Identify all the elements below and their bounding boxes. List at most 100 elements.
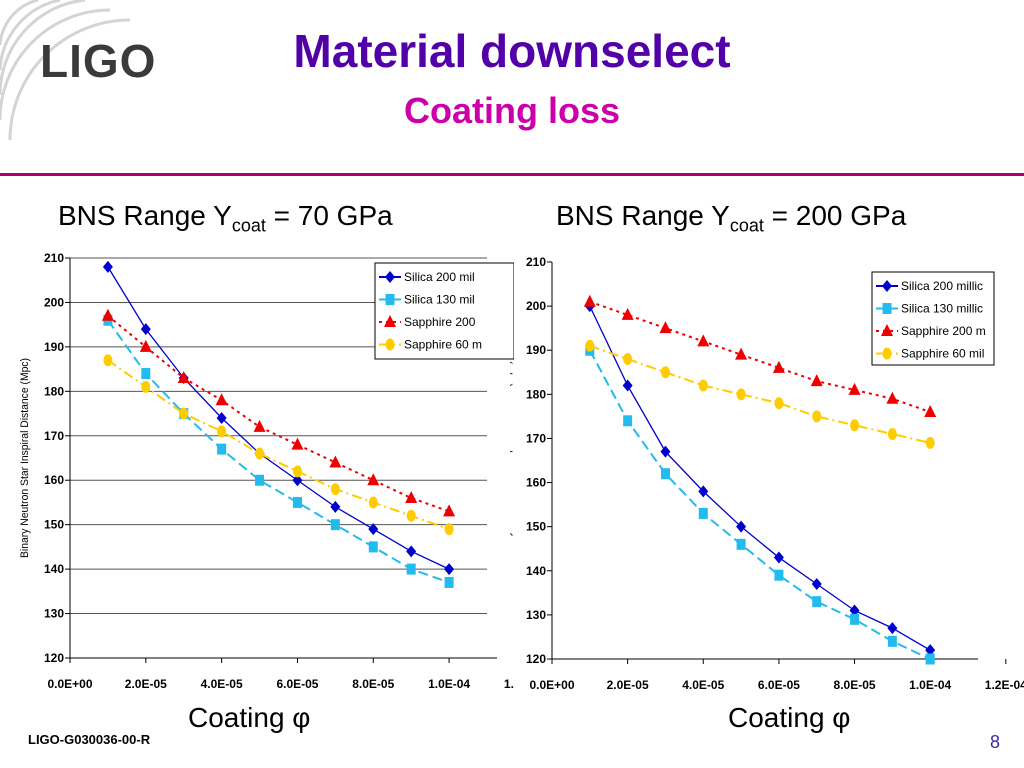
chart-right-series-line (589, 344, 931, 444)
chart-right-y-tick-label: 190 (526, 343, 546, 357)
chart-left-data-point (406, 545, 417, 558)
chart-right-y-tick-label: 200 (526, 299, 546, 313)
title-divider (0, 173, 1024, 176)
chart-right-series-3 (583, 294, 937, 417)
chart-right-legend-marker (882, 280, 892, 292)
chart-left-heading-sub: coat (231, 215, 266, 236)
chart-right-data-point (925, 653, 935, 665)
chart-left-data-point (367, 473, 380, 486)
chart-right-data-point (660, 366, 670, 379)
chart-left: 120 130 140 150 160 170 180 190 200 210 0.0E+00 2.0… (19, 251, 514, 691)
chart-right-data-point (887, 635, 897, 647)
chart-right-data-point (887, 428, 897, 441)
chart-left-data-point (217, 443, 227, 455)
page-subtitle: Coating loss (403, 90, 621, 131)
chart-left-data-point (330, 483, 340, 496)
chart-left-series-4 (103, 354, 454, 536)
chart-left-data-point (253, 419, 266, 432)
chart-left-data-point (215, 393, 228, 406)
chart-right-data-point (772, 360, 785, 373)
chart-left-y-axis-title: Binary Neutron Star Inspiral Distance (M… (19, 358, 31, 558)
chart-right-heading: BNS Range Ycoat = 200 GPa (556, 200, 906, 237)
chart-left-heading-prefix: BNS Range Y (58, 200, 232, 231)
chart-left-series-line (107, 319, 450, 584)
chart-right-x-tick-label: 2.0E-05 (607, 678, 649, 692)
chart-left-data-point (139, 339, 152, 352)
chart-left-y-tick-label: 200 (44, 295, 64, 309)
chart-right-legend-label: Silica 130 millic (901, 302, 983, 316)
chart-left-data-point (255, 447, 265, 460)
chart-right-data-point (698, 379, 708, 392)
chart-right-data-point (736, 538, 746, 550)
chart-left-data-point (101, 308, 114, 321)
chart-right-data-point (698, 485, 709, 498)
chart-left-data-point (406, 563, 416, 575)
chart-right-y-tick-label: 180 (526, 387, 546, 401)
chart-left-data-point (103, 354, 113, 367)
chart-left-data-point (368, 541, 378, 553)
chart-left-data-point (217, 425, 227, 438)
chart-right-data-point (774, 397, 784, 410)
chart-left-data-point (329, 455, 342, 468)
chart-right-y-tick-label: 210 (526, 255, 546, 269)
chart-right-data-point (925, 436, 935, 449)
chart-left-data-point (102, 260, 113, 273)
chart-right-data-point (886, 391, 899, 404)
chart-right-x-title: Coating φ (728, 702, 851, 733)
chart-left-data-point (141, 380, 151, 393)
chart-right-legend: Silica 200 millic Silica 130 millic Sapphi… (871, 271, 995, 366)
chart-right-legend-items: Silica 200 millic Silica 130 millic Sapphi… (876, 279, 986, 361)
chart-left-data-point (443, 504, 456, 517)
chart-left-series-line (107, 359, 450, 531)
chart-right-series-line (589, 305, 931, 651)
logo-arcs-icon (0, 0, 131, 141)
chart-right-legend-label: Sapphire 200 m (901, 324, 986, 338)
chart-right-data-point (736, 388, 746, 401)
chart-right-data-point (585, 339, 595, 352)
chart-left-data-point (330, 500, 341, 513)
chart-right-legend-label: Sapphire 60 mil (901, 347, 984, 361)
chart-right-data-point (848, 382, 861, 395)
chart-left-data-point (140, 323, 151, 336)
chart-right-y-tick-label: 170 (526, 431, 546, 445)
chart-right-x-tick-label: 0.0E+00 (529, 678, 574, 692)
chart-right-x-tick-label: 1.2E-04 (985, 678, 1024, 692)
chart-right-x-tick-label: 1.0E-04 (909, 678, 951, 692)
chart-left-data-point (255, 474, 265, 486)
chart-left-data-point (330, 519, 340, 531)
chart-left-legend: Silica 200 mil Silica 130 mil Sapphire 200… (374, 262, 514, 360)
chart-left-y-tick-label: 170 (44, 429, 64, 443)
chart-right-heading-suffix: = 200 GPa (763, 200, 907, 231)
chart-right-data-point (812, 596, 822, 608)
chart-left-legend-marker (384, 315, 396, 327)
chart-right-data-point (583, 294, 596, 307)
chart-right-y-tick-label: 120 (526, 652, 546, 666)
chart-right-series-4 (585, 339, 935, 449)
chart-left-y-tick-label: 120 (44, 651, 64, 665)
chart-right-data-point (736, 520, 747, 533)
chart-right-legend-marker (881, 324, 893, 336)
chart-right-data-point (774, 569, 784, 581)
page-title: Material downselect (293, 25, 731, 77)
chart-right-data-point (812, 410, 822, 423)
ligo-logo: LIGO (40, 35, 157, 87)
chart-left-data-point (141, 368, 151, 380)
chart-left-data-point (405, 491, 418, 503)
chart-right-heading-sub: coat (729, 215, 764, 236)
chart-left-legend-marker (385, 294, 395, 305)
chart-right-data-point (811, 578, 822, 591)
chart-left-y-tick-label: 180 (44, 384, 64, 398)
chart-right-y-axis-title: Binary Neutron Star Inspiral Distance (M… (510, 361, 513, 561)
chart-left-x-tick-label: 0.0E+00 (47, 677, 92, 691)
chart-left-data-point (292, 465, 302, 478)
chart-right-data-point (697, 334, 710, 347)
chart-right-series-1 (584, 300, 936, 657)
chart-left-legend-label: Silica 200 mil (404, 270, 475, 284)
chart-left-y-tick-label: 130 (44, 607, 64, 621)
chart-right-x-tick-label: 6.0E-05 (758, 678, 800, 692)
chart-left-data-point (444, 576, 454, 588)
chart-right-data-point (623, 353, 633, 366)
chart-left-data-point (292, 496, 302, 508)
chart-left-legend-label: Sapphire 60 m (404, 338, 482, 352)
chart-right-data-point (698, 507, 708, 519)
